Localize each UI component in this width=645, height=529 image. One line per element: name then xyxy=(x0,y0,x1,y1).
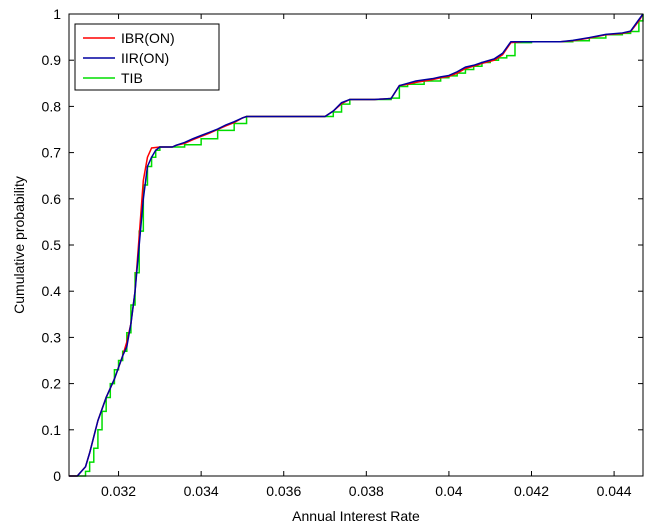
x-tick-label: 0.038 xyxy=(349,483,384,499)
series-layer xyxy=(69,13,644,477)
x-tick-label: 0.042 xyxy=(514,483,549,499)
legend-label-ibr-on: IBR(ON) xyxy=(121,30,175,46)
x-tick-label: 0.032 xyxy=(101,483,136,499)
y-tick-label: 0.4 xyxy=(42,283,62,299)
x-tick-label: 0.034 xyxy=(184,483,219,499)
x-tick-label: 0.04 xyxy=(435,483,462,499)
legend: IBR(ON) IIR(ON) TIB xyxy=(74,23,220,91)
legend-label-iir-on: IIR(ON) xyxy=(121,50,169,66)
tick-layer: 0.032 0.034 0.036 0.038 0.04 0.042 0.044 0 0.1 0.… xyxy=(42,6,643,499)
x-tick-label: 0.036 xyxy=(266,483,301,499)
legend-box xyxy=(74,23,220,91)
y-tick-label: 0.5 xyxy=(42,237,62,253)
y-tick-label: 0.1 xyxy=(42,422,62,438)
y-tick-label: 0.8 xyxy=(42,98,62,114)
y-tick-label: 0.2 xyxy=(42,376,62,392)
y-tick-label: 0.9 xyxy=(42,52,62,68)
y-tick-label: 0.6 xyxy=(42,191,62,207)
y-tick-label: 1 xyxy=(53,6,61,22)
x-tick-label: 0.044 xyxy=(597,483,632,499)
legend-label-tib: TIB xyxy=(121,70,143,86)
y-tick-label: 0 xyxy=(53,468,61,484)
series-line-iir-on xyxy=(69,13,644,477)
y-tick-label: 0.7 xyxy=(42,145,62,161)
x-axis-title: Annual Interest Rate xyxy=(292,508,420,524)
y-tick-label: 0.3 xyxy=(42,329,62,345)
y-axis-title: Cumulative probability xyxy=(11,176,27,314)
